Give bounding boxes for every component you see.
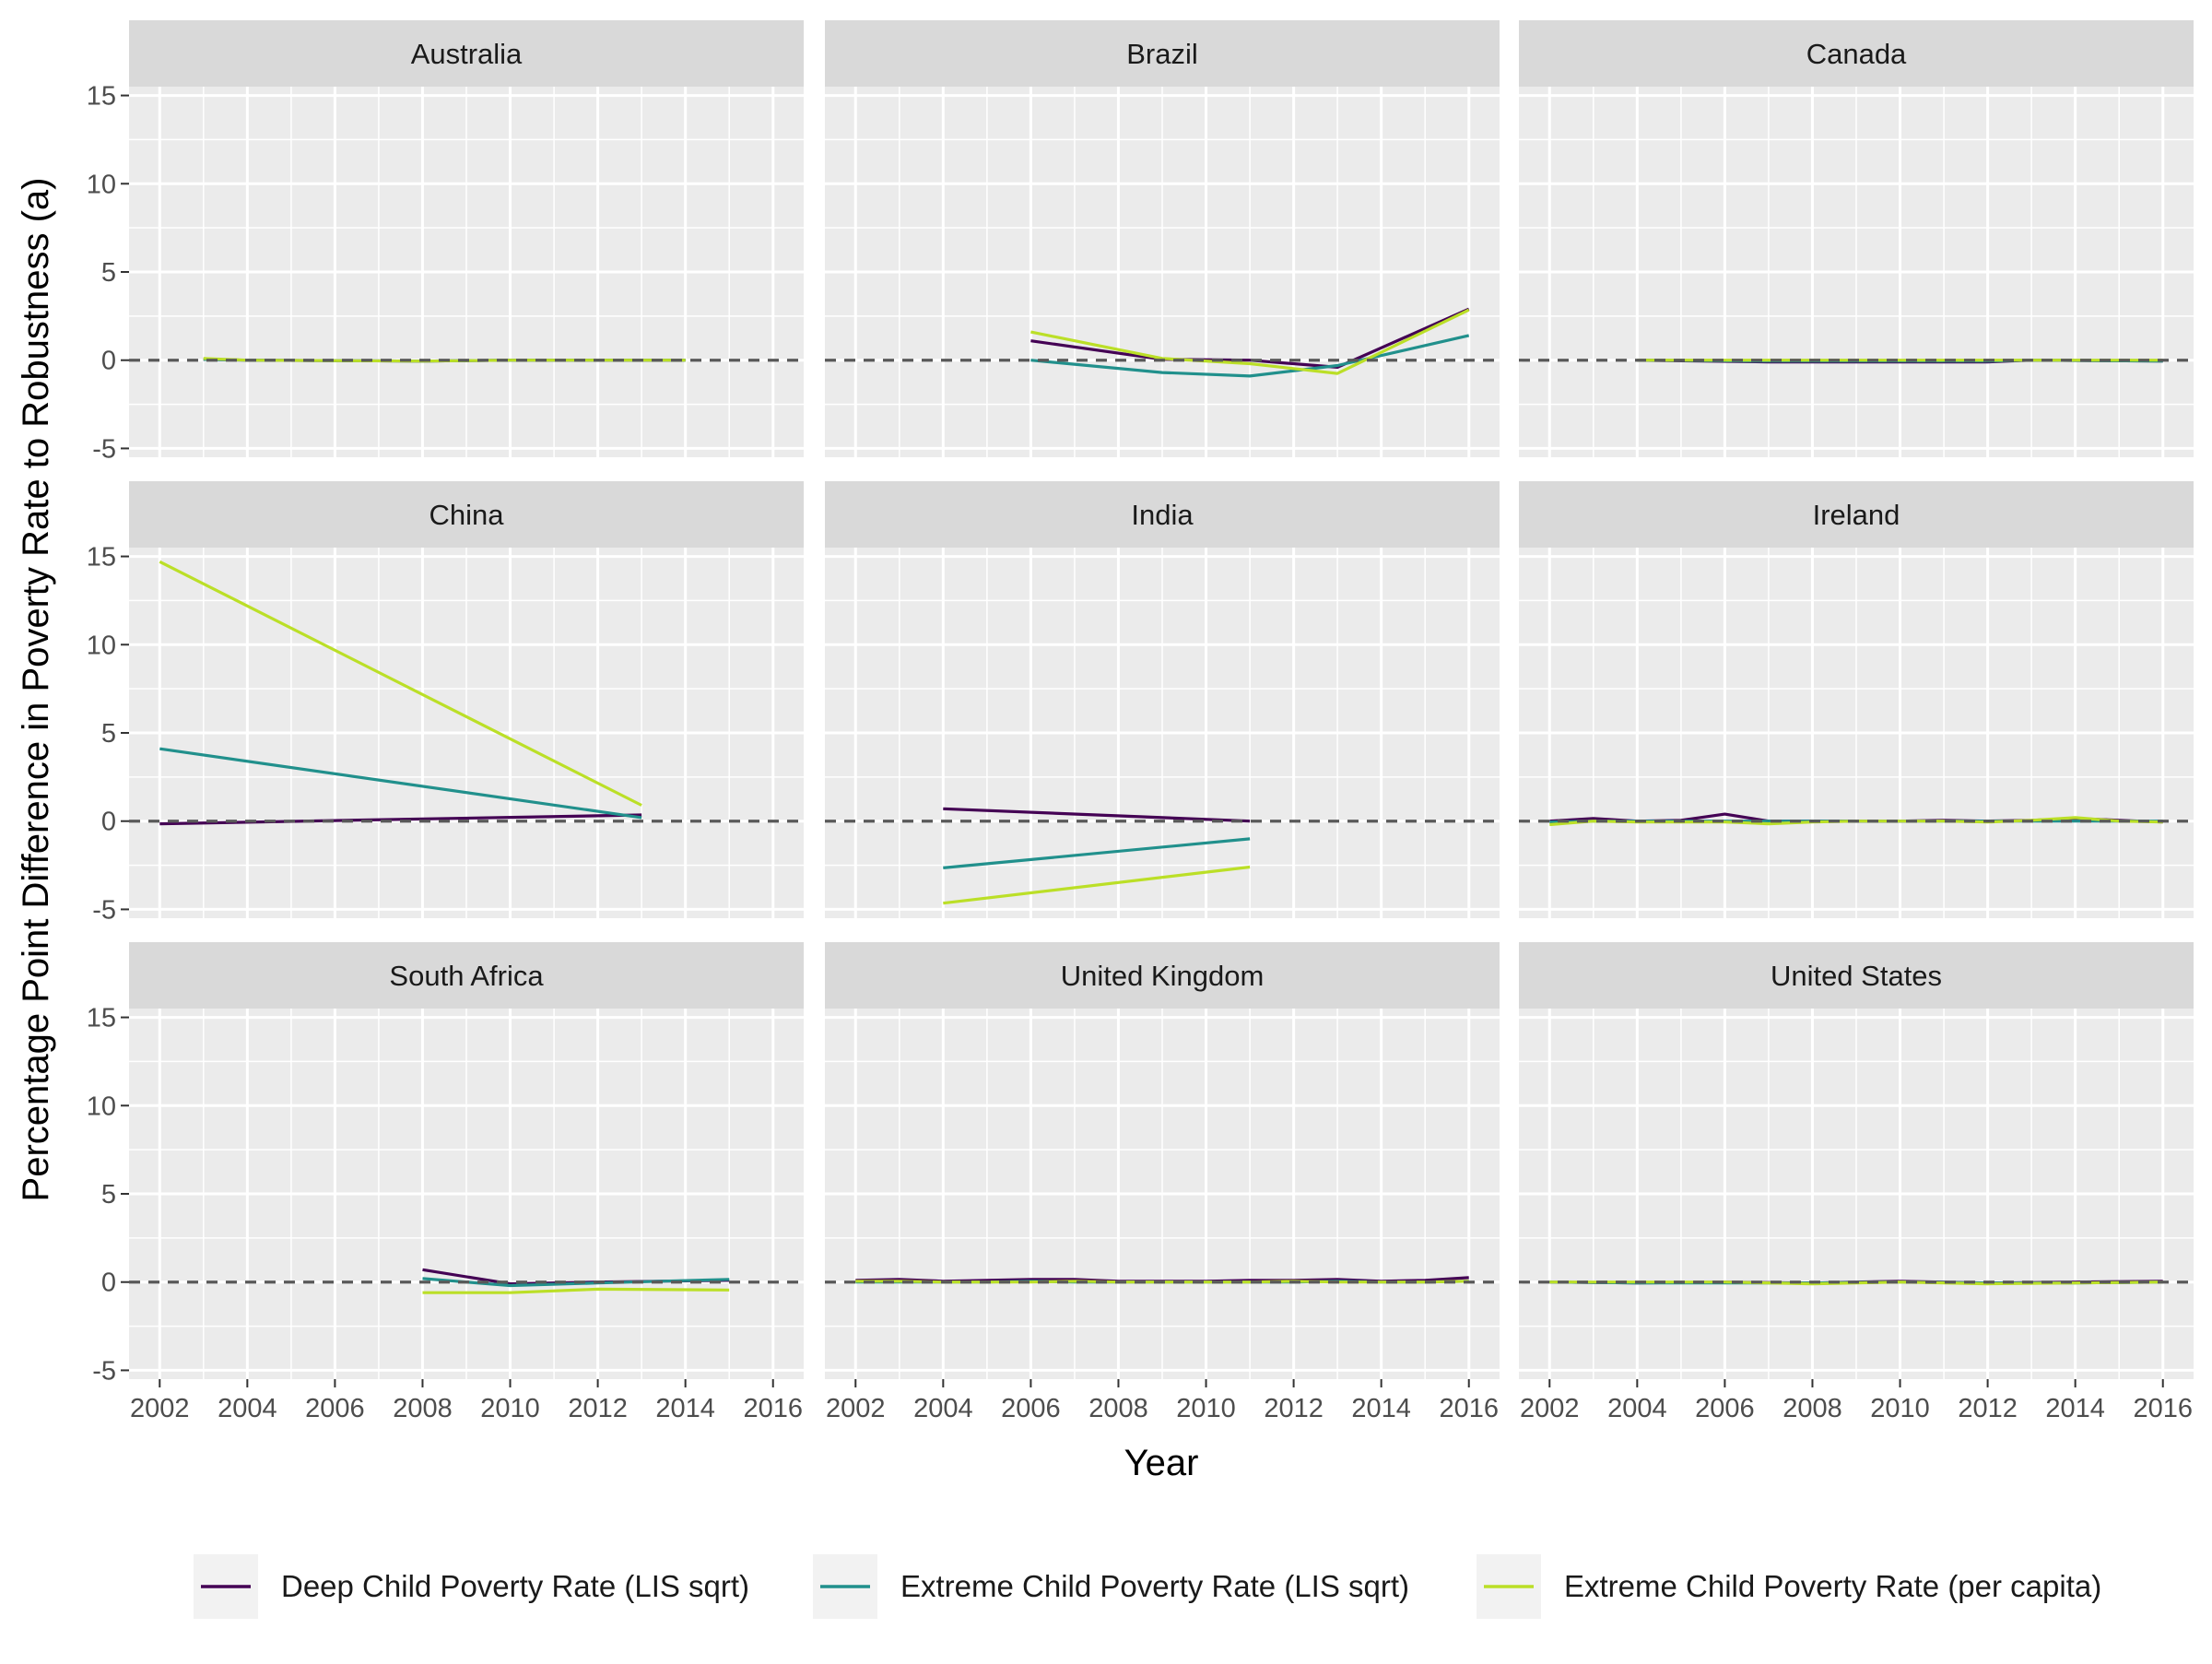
panel-title-ireland: Ireland bbox=[1813, 499, 1900, 531]
panel-strip-ireland bbox=[1519, 481, 2194, 548]
x-tick-label: 2006 bbox=[1001, 1394, 1061, 1423]
panel-title-canada: Canada bbox=[1806, 38, 1907, 70]
series-line-china-1 bbox=[159, 813, 642, 826]
y-tick-label: 10 bbox=[87, 631, 116, 660]
y-tick-label: -5 bbox=[92, 895, 116, 925]
panel-title-australia: Australia bbox=[411, 38, 523, 70]
legend-label: Extreme Child Poverty Rate (LIS sqrt) bbox=[900, 1569, 1409, 1603]
x-tick-label: 2014 bbox=[1351, 1394, 1411, 1423]
x-tick-label: 2006 bbox=[305, 1394, 365, 1423]
x-tick-label: 2008 bbox=[1088, 1394, 1148, 1423]
x-tick-label: 2008 bbox=[393, 1394, 453, 1423]
y-tick-label: 0 bbox=[101, 1269, 116, 1298]
panel-title-united-states: United States bbox=[1771, 960, 1942, 992]
x-tick-label: 2002 bbox=[826, 1394, 886, 1423]
panel-title-india: India bbox=[1131, 499, 1194, 531]
panel-strip-brazil bbox=[825, 20, 1500, 87]
y-tick-label: 15 bbox=[87, 543, 116, 572]
y-tick-label: 15 bbox=[87, 82, 116, 112]
x-tick-label: 2004 bbox=[218, 1394, 277, 1423]
series-line-brazil-2 bbox=[1030, 334, 1470, 378]
x-tick-label: 2010 bbox=[480, 1394, 540, 1423]
x-tick-label: 2012 bbox=[568, 1394, 628, 1423]
x-tick-label: 2010 bbox=[1176, 1394, 1236, 1423]
x-tick-label: 2002 bbox=[1520, 1394, 1580, 1423]
panel-strip-united-kingdom bbox=[825, 942, 1500, 1009]
y-tick-label: 10 bbox=[87, 170, 116, 199]
panel-strip-united-states bbox=[1519, 942, 2194, 1009]
x-tick-label: 2016 bbox=[743, 1394, 803, 1423]
series-line-india-3 bbox=[943, 865, 1251, 905]
series-line-india-1 bbox=[943, 807, 1251, 823]
panel-strip-canada bbox=[1519, 20, 2194, 87]
y-tick-label: 0 bbox=[101, 347, 116, 376]
series-line-south-africa-3 bbox=[422, 1287, 730, 1294]
series-line-india-2 bbox=[943, 837, 1251, 869]
y-axis-title: Percentage Point Difference in Poverty R… bbox=[16, 178, 56, 1202]
x-tick-label: 2004 bbox=[1607, 1394, 1667, 1423]
series-line-china-3 bbox=[159, 560, 642, 807]
series-line-brazil-3 bbox=[1030, 308, 1470, 375]
series-line-brazil-1 bbox=[1030, 307, 1470, 369]
y-tick-label: -5 bbox=[92, 434, 116, 464]
series-line-china-2 bbox=[159, 747, 642, 820]
panel-strip-south-africa bbox=[129, 942, 804, 1009]
y-tick-label: 10 bbox=[87, 1092, 116, 1121]
panel-title-brazil: Brazil bbox=[1126, 38, 1198, 70]
y-tick-label: 5 bbox=[101, 258, 116, 288]
legend-label: Extreme Child Poverty Rate (per capita) bbox=[1564, 1569, 2101, 1603]
panel-strip-australia bbox=[129, 20, 804, 87]
panel-strip-india bbox=[825, 481, 1500, 548]
y-tick-label: 5 bbox=[101, 1180, 116, 1210]
panel-title-china: China bbox=[429, 499, 505, 531]
x-tick-label: 2004 bbox=[913, 1394, 973, 1423]
x-axis-title: Year bbox=[1124, 1443, 1199, 1483]
panel-strip-china bbox=[129, 481, 804, 548]
y-tick-label: 5 bbox=[101, 719, 116, 749]
x-tick-label: 2006 bbox=[1695, 1394, 1755, 1423]
x-tick-label: 2016 bbox=[2133, 1394, 2193, 1423]
x-tick-label: 2002 bbox=[130, 1394, 190, 1423]
x-tick-label: 2010 bbox=[1870, 1394, 1930, 1423]
y-tick-label: -5 bbox=[92, 1356, 116, 1386]
y-tick-label: 0 bbox=[101, 808, 116, 837]
x-tick-label: 2008 bbox=[1783, 1394, 1842, 1423]
x-tick-label: 2012 bbox=[1958, 1394, 2018, 1423]
x-tick-label: 2012 bbox=[1264, 1394, 1324, 1423]
legend-label: Deep Child Poverty Rate (LIS sqrt) bbox=[281, 1569, 749, 1603]
x-tick-label: 2016 bbox=[1439, 1394, 1499, 1423]
y-tick-label: 15 bbox=[87, 1004, 116, 1033]
x-tick-label: 2014 bbox=[2045, 1394, 2105, 1423]
x-tick-label: 2014 bbox=[655, 1394, 715, 1423]
panel-title-united-kingdom: United Kingdom bbox=[1061, 960, 1265, 992]
panel-title-south-africa: South Africa bbox=[389, 960, 544, 992]
